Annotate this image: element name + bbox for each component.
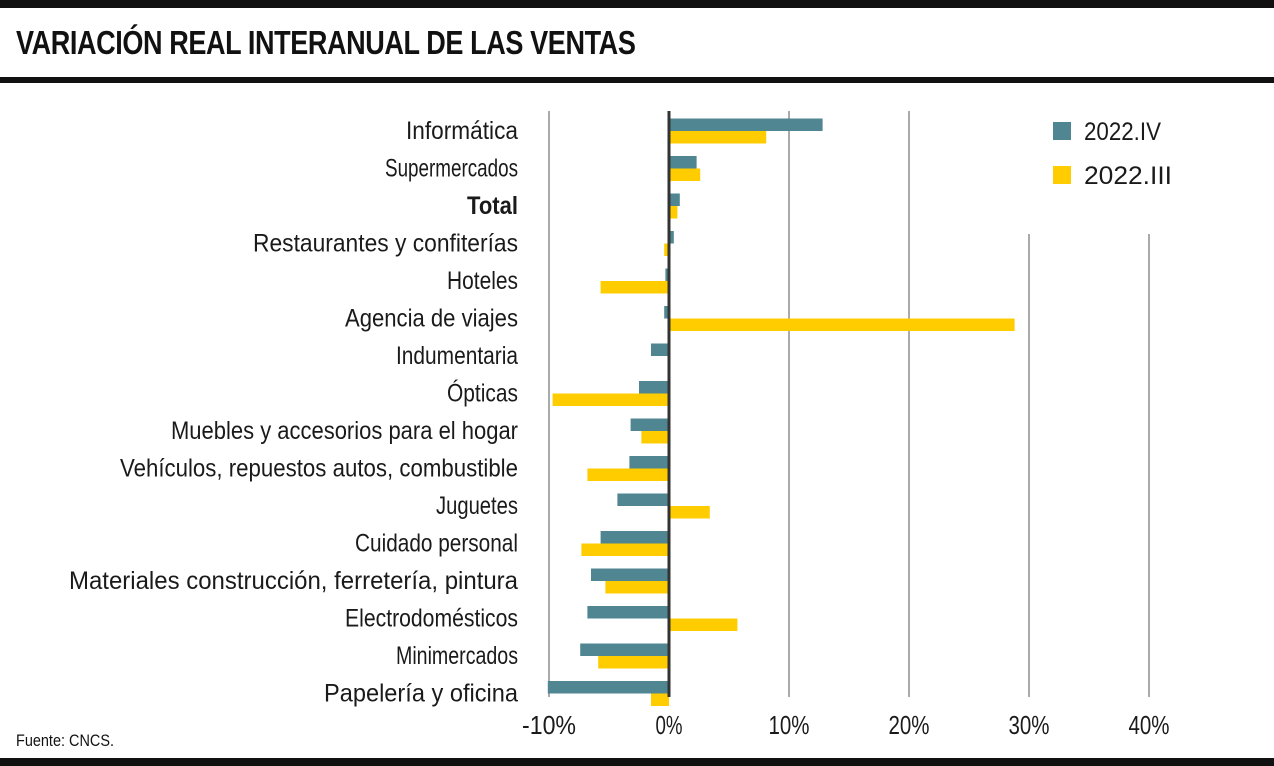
- category-label: Indumentaria: [396, 342, 518, 370]
- bar-iv: [665, 268, 669, 281]
- legend: 2022.IV 2022.III: [1053, 118, 1172, 190]
- category-label: Supermercados: [385, 155, 518, 183]
- legend-label: 2022.III: [1084, 162, 1172, 190]
- tick-label: 40%: [1129, 710, 1170, 740]
- category-label: Vehículos, repuestos autos, combustible: [120, 455, 518, 483]
- bar-iv: [587, 606, 669, 619]
- tick-label: 0%: [656, 710, 683, 740]
- bar-iv: [669, 118, 823, 131]
- bar-iv: [629, 456, 669, 469]
- category-label: Restaurantes y confiterías: [253, 230, 518, 258]
- bar-iii: [587, 468, 669, 481]
- category-label: Minimercados: [396, 642, 518, 670]
- bar-iv: [669, 231, 674, 244]
- bar-iv: [591, 568, 669, 581]
- bars: [547, 118, 1015, 706]
- tick-label: 10%: [769, 710, 810, 740]
- legend-label: 2022.IV: [1084, 118, 1161, 146]
- bar-iii: [552, 393, 669, 406]
- bar-iv: [600, 531, 669, 544]
- tick-label: 20%: [889, 710, 930, 740]
- bar-iv: [580, 643, 669, 656]
- bar-iv: [639, 381, 669, 394]
- bar-iii: [600, 281, 669, 294]
- legend-swatch: [1053, 166, 1071, 184]
- category-labels: Informática Supermercados Total Restaurante…: [69, 117, 518, 708]
- category-label: Juguetes: [436, 492, 518, 520]
- category-label: Muebles y accesorios para el hogar: [171, 417, 518, 445]
- category-label: Informática: [406, 117, 518, 145]
- tick-label: -10%: [522, 710, 576, 740]
- bar-iii: [651, 693, 669, 706]
- tick-labels: -10% 0% 10% 20% 30% 40%: [522, 710, 1170, 740]
- bar-iii: [669, 206, 678, 219]
- bar-iv: [617, 493, 669, 506]
- bar-iii: [605, 581, 669, 594]
- bar-iii: [581, 543, 669, 556]
- bar-iii: [669, 131, 767, 144]
- bar-iv: [669, 156, 697, 169]
- category-label: Materiales construcción, ferretería, pin…: [69, 567, 518, 595]
- top-rule: [0, 0, 1274, 8]
- category-label: Hoteles: [447, 267, 518, 295]
- chart-title: VARIACIÓN REAL INTERANUAL DE LAS VENTAS: [16, 24, 636, 61]
- bar-iii: [669, 168, 701, 181]
- bar-iii: [664, 243, 669, 256]
- bottom-rule: [0, 758, 1274, 766]
- bar-iii: [669, 618, 738, 631]
- category-label: Papelería y oficina: [324, 680, 518, 708]
- bar-iv: [547, 681, 669, 694]
- bar-iii: [669, 318, 1015, 331]
- bar-iv: [664, 306, 669, 319]
- bar-iv: [630, 418, 669, 431]
- legend-swatch: [1053, 122, 1071, 140]
- bar-iv: [669, 193, 680, 206]
- category-label: Agencia de viajes: [345, 305, 518, 333]
- source-note: Fuente: CNCS.: [16, 731, 114, 750]
- title-rule: [0, 77, 1274, 83]
- tick-label: 30%: [1009, 710, 1050, 740]
- category-label: Cuidado personal: [355, 530, 518, 558]
- bar-iii: [641, 431, 669, 444]
- bar-iii: [598, 656, 669, 669]
- grid-lines: [548, 111, 1150, 697]
- category-label: Total: [467, 192, 518, 220]
- bar-iv: [651, 343, 669, 356]
- category-label: Electrodomésticos: [345, 605, 518, 633]
- category-label: Ópticas: [447, 379, 518, 408]
- bar-iii: [669, 506, 710, 519]
